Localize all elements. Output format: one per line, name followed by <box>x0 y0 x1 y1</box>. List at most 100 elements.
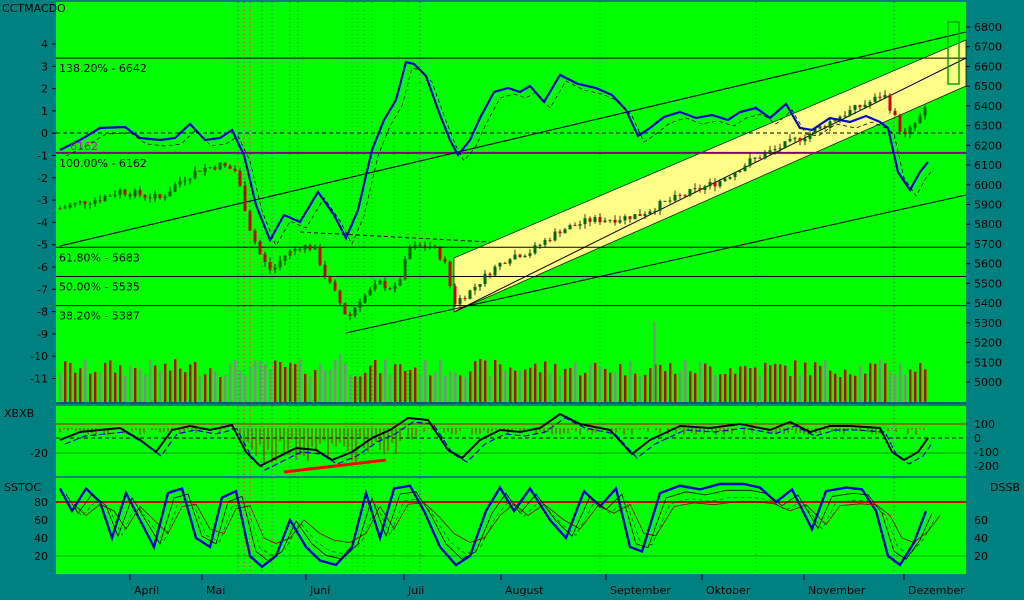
volume-bar <box>694 373 697 402</box>
candle-body <box>483 273 487 285</box>
volume-bar <box>634 373 637 402</box>
candle-body <box>118 189 122 195</box>
volume-bar <box>509 367 512 402</box>
sstoc-trend-line <box>73 501 941 544</box>
candle-body <box>598 217 602 223</box>
volume-bar <box>609 372 612 402</box>
price-panel <box>56 2 966 402</box>
candle-body <box>88 203 92 205</box>
trend-line-upper <box>59 31 967 247</box>
volume-bar <box>679 370 682 402</box>
dssb-label: DSSB <box>990 481 1020 494</box>
candle-body <box>263 254 267 262</box>
volume-bar <box>69 362 72 402</box>
candle-body <box>168 191 172 197</box>
volume-bar <box>314 369 317 402</box>
candle-body <box>318 246 322 266</box>
volume-bar <box>419 374 422 402</box>
volume-bar <box>614 372 617 402</box>
volume-bar <box>129 365 132 402</box>
candle-body <box>848 109 852 116</box>
candle-body <box>793 138 797 140</box>
volume-bar <box>169 370 172 402</box>
fib-label: 50.00% - 5535 <box>59 280 140 293</box>
vertical-markers <box>237 2 895 574</box>
volume-bar <box>834 373 837 402</box>
volume-bar <box>559 375 562 402</box>
candle-body <box>468 290 472 299</box>
candle-body <box>143 195 147 198</box>
candle-body <box>918 115 922 124</box>
month-label: Dezember <box>908 584 965 597</box>
volume-bar <box>264 364 267 402</box>
sstoc-lines <box>56 482 966 569</box>
right-tick-label: 5800 <box>974 218 1002 231</box>
candle-body <box>593 217 597 222</box>
volume-bar <box>789 375 792 402</box>
candle-body <box>273 267 277 270</box>
candle-body <box>913 123 917 128</box>
candle-body <box>58 208 62 210</box>
right-tick-label: 6300 <box>974 120 1002 133</box>
volume-bar <box>319 363 322 402</box>
left-tick-label: 4 <box>41 38 48 51</box>
volume-bar <box>234 360 237 402</box>
volume-bar <box>624 375 627 402</box>
candle-body <box>488 273 492 276</box>
volume-bar <box>289 362 292 402</box>
candle-body <box>768 150 772 154</box>
volume-bar <box>859 365 862 402</box>
right-tick-label: 6800 <box>974 21 1002 34</box>
volume-bar <box>389 374 392 402</box>
left-tick-label: 1 <box>41 105 48 118</box>
xbxb-label: XBXB <box>4 407 34 420</box>
candle-body <box>193 170 197 179</box>
volume-bar <box>784 365 787 402</box>
candle-body <box>888 94 892 111</box>
volume-bar <box>394 364 397 402</box>
volume-bar <box>774 364 777 402</box>
candle-body <box>453 286 457 305</box>
candle-body <box>63 207 67 209</box>
month-label: Juni <box>309 584 330 597</box>
volume-bar <box>474 361 477 402</box>
volume-bar <box>334 360 337 402</box>
candle-body <box>718 181 722 187</box>
volume-bar <box>799 374 802 402</box>
volume-bar <box>304 373 307 402</box>
left-tick-label: -3 <box>37 194 48 207</box>
volume-bar <box>364 372 367 402</box>
volume-bar <box>644 374 647 402</box>
candle-body <box>508 259 512 264</box>
volume-bar <box>329 369 332 402</box>
candle-body <box>258 241 262 255</box>
volume-bar <box>869 363 872 402</box>
candle-body <box>213 167 217 170</box>
candle-body <box>328 276 332 283</box>
volume-bar <box>254 360 257 402</box>
candle-body <box>833 120 837 122</box>
sstoc-right-tick: 60 <box>974 514 988 527</box>
xbxb-signal-line <box>64 417 934 471</box>
left-tick-label: -1 <box>37 150 48 163</box>
left-tick-label: -6 <box>37 261 48 274</box>
volume-bar <box>259 360 262 402</box>
right-tick-label: 6100 <box>974 159 1002 172</box>
candle-body <box>323 265 327 277</box>
candle-body <box>673 194 677 201</box>
candle-body <box>773 149 777 151</box>
candle-body <box>713 182 717 187</box>
left-tick-label: -10 <box>30 350 48 363</box>
volume-bar <box>159 370 162 402</box>
candle-body <box>198 170 202 172</box>
volume-bar <box>134 368 137 402</box>
volume-bar <box>759 374 762 402</box>
candle-body <box>873 96 877 102</box>
volume-bar <box>864 373 867 402</box>
volume-bar <box>719 374 722 402</box>
volume-bar <box>629 361 632 402</box>
candle-body <box>238 170 242 186</box>
volume-bar <box>904 374 907 402</box>
candle-body <box>248 211 252 231</box>
candle-body <box>658 200 662 211</box>
